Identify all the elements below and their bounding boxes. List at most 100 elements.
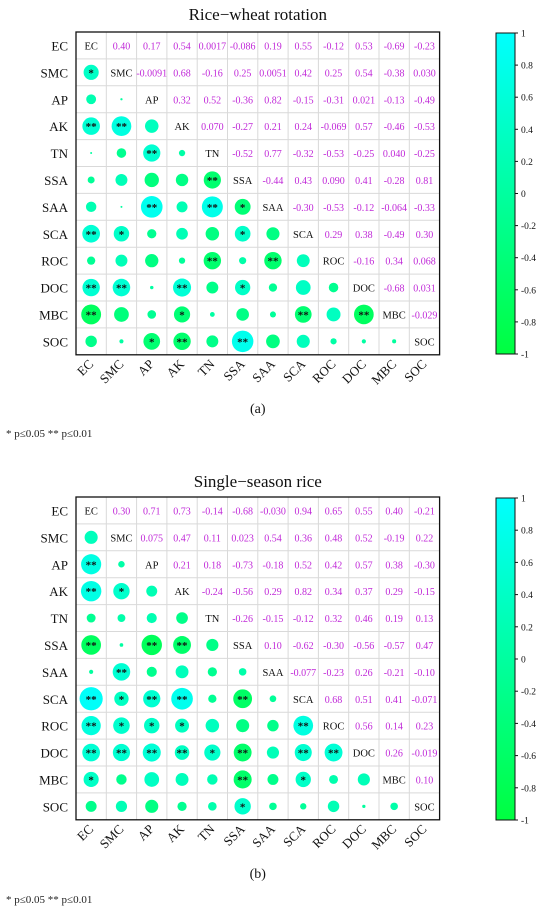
correlation-dot bbox=[295, 771, 311, 788]
chart-title: Single−season rice bbox=[194, 472, 322, 491]
footnote-a: * p≤0.05 ** p≤0.01 bbox=[6, 428, 93, 440]
coefficient-label: -0.68 bbox=[384, 284, 405, 295]
correlation-dot bbox=[235, 279, 251, 296]
coefficient-label: -0.68 bbox=[232, 506, 253, 517]
significance-stars: ** bbox=[328, 748, 340, 760]
significance-stars: ** bbox=[207, 175, 219, 187]
correlation-dot bbox=[146, 612, 157, 624]
significance-stars: ** bbox=[298, 721, 310, 733]
correlation-dot bbox=[80, 580, 102, 602]
coefficient-label: -0.46 bbox=[384, 122, 405, 133]
coefficient-label: 0.29 bbox=[385, 587, 403, 598]
coefficient-label: -0.26 bbox=[232, 614, 253, 625]
correlation-dot bbox=[113, 226, 130, 242]
significance-stars: ** bbox=[237, 694, 249, 706]
column-label: ROC bbox=[309, 356, 339, 386]
significance-stars: * bbox=[179, 309, 185, 321]
correlation-dot bbox=[296, 254, 310, 268]
coefficient-label: 0.26 bbox=[355, 668, 373, 679]
correlation-dot bbox=[206, 281, 219, 294]
correlation-dot bbox=[82, 117, 100, 135]
coefficient-label: 0.42 bbox=[325, 560, 343, 571]
correlation-dot bbox=[239, 257, 247, 265]
coefficient-label: -0.25 bbox=[414, 149, 435, 160]
correlation-dot bbox=[143, 690, 161, 708]
correlation-dot bbox=[175, 718, 190, 733]
correlation-dot bbox=[233, 743, 252, 762]
correlation-dot bbox=[146, 585, 158, 597]
coefficient-label: 0.82 bbox=[264, 95, 282, 106]
coefficient-label: -0.33 bbox=[414, 203, 435, 214]
correlation-dot bbox=[144, 119, 159, 133]
coefficient-label: -0.23 bbox=[323, 668, 344, 679]
correlation-dot bbox=[207, 774, 218, 785]
coefficient-label: 0.56 bbox=[355, 722, 373, 733]
coefficient-label: -0.56 bbox=[353, 641, 374, 652]
coefficient-label: 0.40 bbox=[113, 41, 131, 52]
colorbar-tick-label: -0.8 bbox=[521, 784, 536, 794]
colorbar bbox=[495, 32, 516, 355]
coefficient-label: 0.38 bbox=[355, 230, 373, 241]
correlation-dot bbox=[90, 152, 93, 155]
coefficient-label: -0.13 bbox=[384, 95, 405, 106]
correlation-dot bbox=[147, 229, 157, 239]
column-label: SAA bbox=[249, 356, 278, 385]
colorbar-tick-label: 0.2 bbox=[521, 158, 533, 168]
colorbar-tick-label: -0.4 bbox=[521, 254, 536, 264]
coefficient-label: -0.52 bbox=[232, 149, 253, 160]
row-label: EC bbox=[51, 38, 68, 53]
column-label: TN bbox=[195, 821, 218, 844]
coefficient-label: -0.38 bbox=[384, 68, 405, 79]
significance-stars: ** bbox=[298, 309, 310, 321]
coefficient-label: -0.27 bbox=[232, 122, 253, 133]
correlation-dot bbox=[207, 667, 217, 677]
coefficient-label: 0.32 bbox=[325, 614, 343, 625]
coefficient-label: -0.077 bbox=[290, 668, 316, 679]
significance-stars: * bbox=[210, 748, 216, 760]
coefficient-label: 0.55 bbox=[295, 41, 313, 52]
chart-title: Rice−wheat rotation bbox=[189, 5, 328, 24]
correlation-dot bbox=[209, 312, 215, 317]
correlation-dot bbox=[326, 307, 341, 322]
row-label: AK bbox=[49, 584, 68, 599]
coefficient-label: 0.57 bbox=[355, 122, 373, 133]
correlation-dot bbox=[83, 64, 99, 80]
correlation-dot bbox=[84, 530, 98, 544]
column-label: SCA bbox=[280, 821, 309, 850]
correlation-dot bbox=[173, 636, 191, 654]
colorbar-tick-label: 0.4 bbox=[521, 591, 533, 601]
correlation-dot bbox=[115, 800, 128, 812]
colorbar-tick-label: -0.2 bbox=[521, 222, 536, 232]
colorbar-tick-label: 0.4 bbox=[521, 126, 533, 136]
correlation-dot bbox=[145, 799, 159, 813]
significance-stars: ** bbox=[146, 148, 158, 160]
colorbar-tick-label: 0 bbox=[521, 190, 526, 200]
significance-stars: ** bbox=[177, 694, 189, 706]
correlation-dot bbox=[120, 205, 123, 208]
coefficient-label: 0.52 bbox=[204, 95, 222, 106]
significance-stars: ** bbox=[116, 121, 128, 133]
column-label: SSA bbox=[220, 821, 248, 849]
diagonal-label: AK bbox=[174, 122, 190, 133]
diagonal-label: ROC bbox=[323, 722, 345, 733]
correlation-dot bbox=[112, 663, 131, 681]
row-label: SMC bbox=[41, 530, 68, 545]
correlation-dot bbox=[112, 743, 131, 762]
footnote-b: * p≤0.05 ** p≤0.01 bbox=[6, 894, 93, 906]
correlation-dot bbox=[85, 800, 97, 812]
correlation-dot bbox=[231, 330, 254, 353]
correlation-dot bbox=[115, 173, 128, 186]
significance-stars: * bbox=[119, 721, 125, 733]
coefficient-label: -0.53 bbox=[414, 122, 435, 133]
column-label: SSA bbox=[220, 356, 248, 384]
correlation-dot bbox=[114, 307, 129, 322]
coefficient-label: 0.030 bbox=[413, 68, 436, 79]
correlation-dot bbox=[330, 338, 337, 345]
colorbar-tick-label: -1 bbox=[521, 351, 529, 361]
coefficient-label: -0.18 bbox=[263, 560, 284, 571]
significance-stars: * bbox=[240, 801, 246, 813]
row-label: ROC bbox=[41, 719, 68, 734]
correlation-dot bbox=[115, 254, 128, 267]
significance-stars: ** bbox=[86, 586, 98, 598]
